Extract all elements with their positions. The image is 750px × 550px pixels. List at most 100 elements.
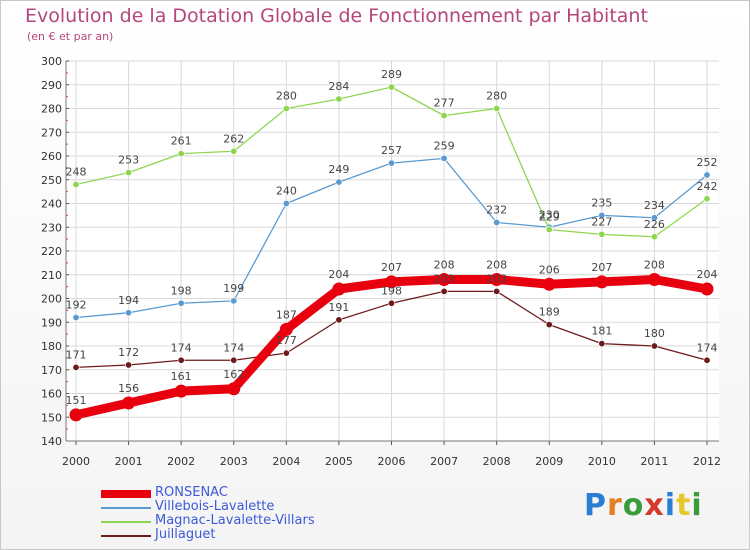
x-tick-label: 2012 xyxy=(693,455,721,468)
y-tick-label: 270 xyxy=(41,126,62,139)
data-point xyxy=(545,226,553,234)
data-label: 151 xyxy=(66,394,87,407)
data-point xyxy=(69,408,83,422)
chart-title: Evolution de la Dotation Globale de Fonc… xyxy=(25,5,648,27)
y-tick-label: 170 xyxy=(41,364,62,377)
data-label: 261 xyxy=(171,135,192,148)
data-label: 240 xyxy=(276,185,297,198)
data-label: 207 xyxy=(591,261,612,274)
data-point xyxy=(545,321,553,329)
data-label: 189 xyxy=(539,306,560,319)
data-point xyxy=(437,273,451,286)
data-point xyxy=(703,195,711,203)
data-label: 204 xyxy=(697,268,718,281)
data-point xyxy=(387,83,395,91)
y-tick-label: 230 xyxy=(41,221,62,234)
legend-swatch xyxy=(101,521,151,523)
data-label: 280 xyxy=(276,90,297,103)
x-tick-label: 2007 xyxy=(430,455,458,468)
y-tick-label: 290 xyxy=(41,79,62,92)
legend-label: Juillaguet xyxy=(155,527,216,542)
data-point xyxy=(598,340,606,348)
brand-logo: Proxiti xyxy=(584,488,703,523)
data-label: 262 xyxy=(223,132,244,145)
data-label: 208 xyxy=(434,259,455,272)
x-tick-label: 2005 xyxy=(325,455,353,468)
x-tick-label: 2011 xyxy=(640,455,668,468)
data-label: 248 xyxy=(66,166,87,179)
data-label: 174 xyxy=(223,341,244,354)
data-point xyxy=(440,154,448,162)
legend-swatch xyxy=(101,535,151,537)
data-point xyxy=(72,313,80,321)
y-tick-label: 280 xyxy=(41,103,62,116)
data-label: 171 xyxy=(66,348,87,361)
data-point xyxy=(650,342,658,350)
data-point xyxy=(647,273,661,286)
data-point xyxy=(385,275,398,289)
data-point xyxy=(703,356,711,364)
data-point xyxy=(177,150,185,158)
x-tick-label: 2001 xyxy=(115,455,143,468)
data-label: 230 xyxy=(539,208,560,221)
data-label: 253 xyxy=(118,154,139,167)
data-label: 284 xyxy=(328,80,349,93)
data-label: 232 xyxy=(486,204,507,217)
data-point xyxy=(493,287,501,295)
data-point xyxy=(230,297,238,305)
data-label: 204 xyxy=(328,268,349,281)
data-label: 172 xyxy=(118,346,139,359)
data-point xyxy=(598,230,606,238)
data-label: 203 xyxy=(434,272,455,285)
data-point xyxy=(177,356,185,364)
y-tick-label: 250 xyxy=(41,174,62,187)
data-point xyxy=(542,277,556,291)
data-point xyxy=(335,178,343,186)
data-point xyxy=(493,105,501,113)
data-label: 198 xyxy=(171,284,192,297)
y-tick-label: 300 xyxy=(41,55,62,68)
data-label: 162 xyxy=(223,368,244,381)
data-label: 199 xyxy=(223,282,244,295)
data-point xyxy=(595,275,609,289)
data-label: 203 xyxy=(486,272,507,285)
data-label: 289 xyxy=(381,68,402,81)
x-tick-label: 2000 xyxy=(62,455,90,468)
legend-label: Villebois-Lavalette xyxy=(155,499,275,514)
data-point xyxy=(490,273,504,286)
y-tick-label: 190 xyxy=(41,316,62,329)
data-point xyxy=(279,322,293,336)
data-point xyxy=(174,384,188,398)
legend-label: Magnac-Lavalette-Villars xyxy=(155,513,315,528)
data-label: 156 xyxy=(118,382,139,395)
legend-swatch xyxy=(101,490,151,498)
x-tick-label: 2008 xyxy=(483,455,511,468)
data-point xyxy=(230,147,238,155)
data-point xyxy=(493,219,501,227)
data-point xyxy=(335,316,343,324)
legend-label: RONSENAC xyxy=(155,485,228,500)
data-point xyxy=(440,112,448,120)
data-label: 280 xyxy=(486,90,507,103)
data-label: 187 xyxy=(276,308,297,321)
data-label: 206 xyxy=(539,263,560,276)
data-point xyxy=(650,214,658,222)
data-point xyxy=(282,105,290,113)
chart-subtitle: (en € et par an) xyxy=(27,30,114,43)
data-point xyxy=(598,211,606,219)
data-point xyxy=(72,181,80,189)
data-label: 194 xyxy=(118,294,139,307)
data-point xyxy=(282,349,290,357)
data-point xyxy=(282,200,290,208)
data-label: 234 xyxy=(644,199,665,212)
data-label: 277 xyxy=(434,97,455,110)
y-tick-label: 260 xyxy=(41,150,62,163)
x-tick-label: 2010 xyxy=(588,455,616,468)
data-point xyxy=(125,309,133,317)
data-label: 174 xyxy=(697,341,718,354)
data-label: 252 xyxy=(697,156,718,169)
data-point xyxy=(227,382,241,396)
y-tick-label: 140 xyxy=(41,435,62,448)
